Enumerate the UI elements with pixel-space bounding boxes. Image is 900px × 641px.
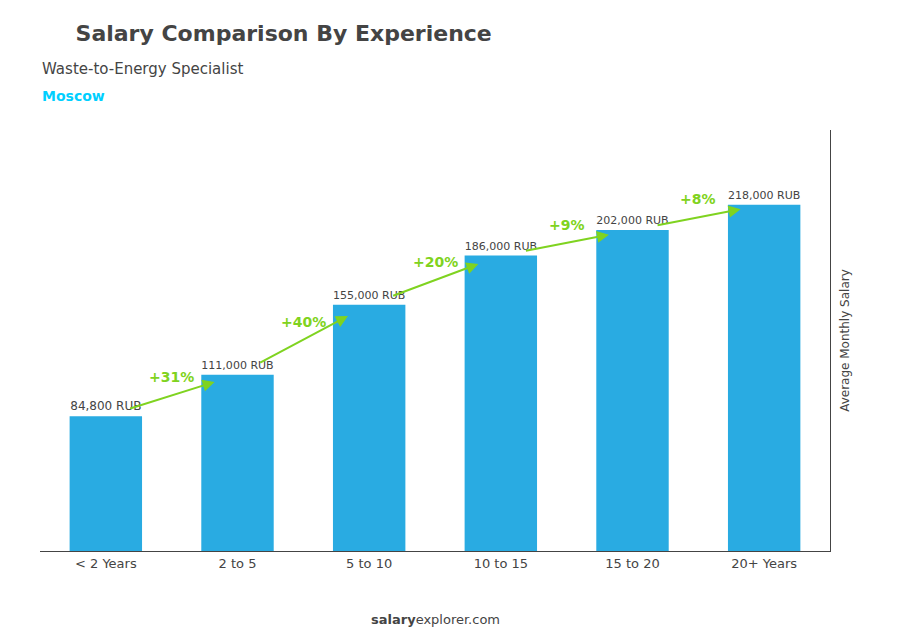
svg-text:155,000 RUB: 155,000 RUB (333, 289, 405, 302)
svg-text:< 2 Years: < 2 Years (75, 556, 137, 571)
svg-text:Moscow: Moscow (42, 88, 105, 104)
svg-text:5 to 10: 5 to 10 (346, 556, 392, 571)
svg-text:Salary Comparison By Experienc: Salary Comparison By Experience (76, 21, 492, 46)
svg-text:salaryexplorer.com: salaryexplorer.com (371, 612, 500, 627)
svg-text:+8%: +8% (680, 191, 716, 207)
svg-text:+9%: +9% (549, 217, 585, 233)
svg-text:+20%: +20% (413, 254, 458, 270)
svg-text:15 to 20: 15 to 20 (605, 556, 659, 571)
svg-text:202,000 RUB: 202,000 RUB (596, 214, 668, 227)
svg-text:+40%: +40% (281, 314, 326, 330)
svg-text:111,000 RUB: 111,000 RUB (201, 359, 273, 372)
svg-text:10 to 15: 10 to 15 (474, 556, 528, 571)
svg-text:186,000 RUB: 186,000 RUB (465, 240, 537, 253)
svg-text:218,000 RUB: 218,000 RUB (728, 189, 800, 202)
svg-text:20+ Years: 20+ Years (731, 556, 797, 571)
svg-text:2 to 5: 2 to 5 (219, 556, 257, 571)
svg-text:+31%: +31% (149, 369, 194, 385)
svg-text:84,800 RUB: 84,800 RUB (70, 399, 141, 413)
svg-text:Waste-to-Energy Specialist: Waste-to-Energy Specialist (42, 60, 243, 78)
svg-text:Average Monthly Salary: Average Monthly Salary (838, 269, 852, 412)
